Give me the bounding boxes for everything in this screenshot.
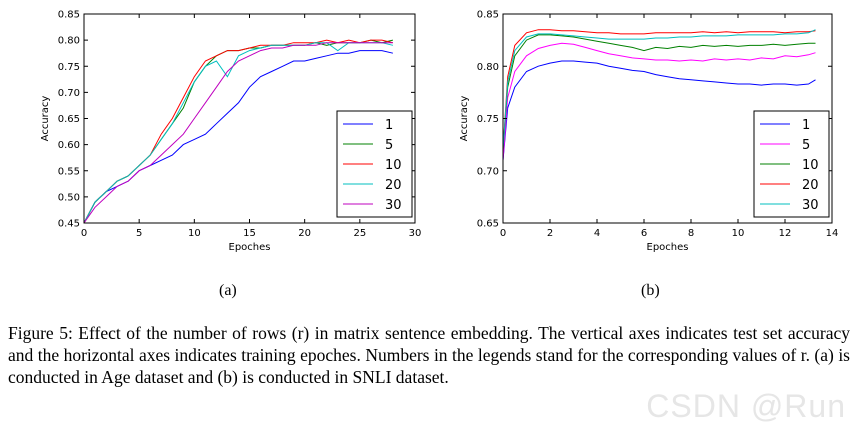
legend-a: 1 5 10 20 30 — [336, 110, 413, 218]
legend-label-b-20: 20 — [802, 178, 819, 193]
legend-label-a-20: 20 — [385, 178, 402, 193]
legend-label-a-10: 10 — [385, 158, 402, 173]
panel-b-label: (b) — [641, 282, 660, 299]
y-tick-label-b: 0.65 — [477, 219, 499, 230]
chart-a: 0 5 10 15 20 25 300.450.500.550.600.650.700.75… — [40, 10, 421, 254]
series-line-b-20 — [503, 29, 816, 150]
y-axis-label-a: Accuracy — [40, 96, 51, 142]
x-tick-label-a: 30 — [409, 228, 422, 239]
series-line-a-30 — [84, 42, 393, 223]
figure-caption: Figure 5: Effect of the number of rows (… — [8, 323, 850, 387]
y-tick-label-a: 0.55 — [58, 166, 80, 177]
legend-label-a-30: 30 — [385, 198, 402, 213]
x-tick-label-a: 25 — [353, 228, 366, 239]
series-line-b-1 — [503, 60, 816, 161]
y-tick-label-a: 0.50 — [58, 192, 80, 203]
x-tick-label-a: 10 — [188, 228, 201, 239]
x-tick-label-b: 2 — [547, 228, 553, 239]
y-tick-label-a: 0.85 — [58, 10, 80, 21]
series-line-b-10 — [503, 34, 816, 150]
x-tick-label-b: 6 — [641, 228, 647, 239]
x-axis-label-a: Epoches — [229, 242, 271, 253]
y-tick-label-a: 0.80 — [58, 36, 80, 47]
x-tick-label-a: 20 — [298, 228, 311, 239]
y-tick-label-a: 0.45 — [58, 219, 80, 230]
y-tick-label-b: 0.80 — [477, 62, 499, 73]
series-line-b-30 — [503, 29, 816, 150]
y-tick-label-a: 0.70 — [58, 88, 80, 99]
legend-label-b-10: 10 — [802, 158, 819, 173]
x-tick-label-a: 0 — [81, 228, 87, 239]
series-line-b-5 — [503, 42, 816, 161]
x-tick-label-b: 10 — [732, 228, 745, 239]
legend-label-b-30: 30 — [802, 198, 819, 213]
x-tick-label-a: 5 — [136, 228, 142, 239]
x-tick-label-a: 15 — [243, 228, 256, 239]
panel-a-label: (a) — [219, 282, 237, 299]
legend-label-a-5: 5 — [385, 138, 393, 153]
x-tick-label-b: 12 — [779, 228, 792, 239]
y-tick-label-b: 0.75 — [477, 114, 499, 125]
y-tick-label-b: 0.85 — [477, 10, 499, 21]
y-tick-label-a: 0.60 — [58, 140, 80, 151]
legend-b: 1 5 10 20 30 — [753, 110, 830, 218]
y-tick-label-a: 0.75 — [58, 62, 80, 73]
legend-label-b-5: 5 — [802, 138, 810, 153]
y-tick-label-b: 0.70 — [477, 166, 499, 177]
legend-label-a-1: 1 — [385, 118, 393, 133]
series-line-a-20 — [84, 42, 394, 223]
y-tick-label-a: 0.65 — [58, 114, 80, 125]
x-tick-label-b: 4 — [594, 228, 600, 239]
y-axis-label-b: Accuracy — [459, 96, 470, 142]
x-tick-label-b: 0 — [500, 228, 506, 239]
chart-b: 0 2 4 6 8 10 12 14 0.65 0.70 0.75 0.80 0.85 Epoches Ac… — [459, 10, 838, 254]
watermark-text: CSDN @Run — [646, 388, 846, 424]
x-tick-label-b: 14 — [826, 228, 839, 239]
x-tick-label-b: 8 — [688, 228, 694, 239]
legend-label-b-1: 1 — [802, 118, 810, 133]
x-axis-label-b: Epoches — [647, 242, 689, 253]
